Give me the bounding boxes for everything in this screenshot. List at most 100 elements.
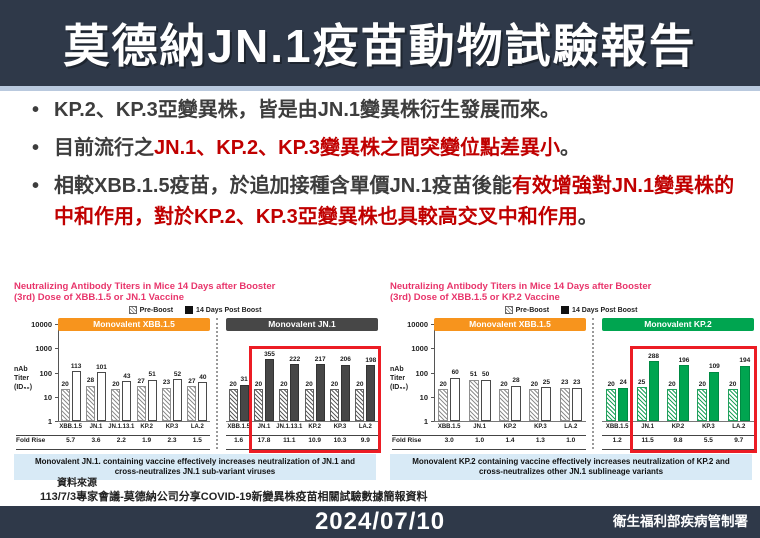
y-axis-label: Titer bbox=[390, 375, 406, 382]
bullet-text-segment: 有效增強對JN.1變異株的中和作用，對於KP.2、KP.3亞變異株也具較高交叉中… bbox=[54, 175, 735, 228]
legend: Pre-Boost 14 Days Post Boost bbox=[12, 306, 378, 314]
y-axis-label: (ID₅₀) bbox=[390, 384, 409, 391]
bar-post-boost bbox=[709, 371, 720, 421]
fold-row-bottom-line bbox=[16, 449, 210, 450]
fold-rise-value: 1.4 bbox=[505, 437, 515, 444]
bar-value-post: 217 bbox=[314, 355, 326, 363]
x-category-label: XBB.1.5 bbox=[59, 424, 82, 430]
x-category-label: KP.2 bbox=[671, 424, 685, 430]
x-category-label: JN.1.13.1 bbox=[108, 424, 135, 430]
bar-value-post: 24 bbox=[619, 379, 627, 387]
fold-rise-value: 3.6 bbox=[91, 437, 101, 444]
legend-label: 14 Days Post Boost bbox=[196, 306, 262, 314]
y-tick-label: 10 bbox=[419, 392, 428, 402]
y-tick-mark bbox=[431, 421, 434, 422]
bullet-marker: • bbox=[32, 175, 40, 197]
bar-value-pre: 20 bbox=[500, 380, 508, 388]
panel-divider bbox=[216, 318, 218, 449]
bar-value-post: 60 bbox=[451, 369, 459, 377]
bar-post-boost bbox=[648, 361, 659, 421]
bar-value-post: 109 bbox=[708, 363, 720, 371]
bar-post-boost bbox=[315, 364, 325, 421]
bar-pre-boost bbox=[60, 389, 70, 421]
legend-item: Pre-Boost bbox=[128, 306, 174, 314]
fold-rise-value: 1.3 bbox=[535, 437, 545, 444]
y-tick-mark bbox=[431, 396, 434, 398]
chart-title-line: Neutralizing Antibody Titers in Mice 14 … bbox=[14, 281, 276, 292]
fold-rise-value: 1.0 bbox=[566, 437, 576, 444]
bar-value-post: 25 bbox=[542, 378, 550, 386]
bar-value-post: 196 bbox=[678, 356, 690, 364]
bar-post-boost bbox=[173, 379, 182, 421]
bar-value-post: 51 bbox=[148, 371, 156, 379]
bar-value-pre: 20 bbox=[254, 380, 263, 388]
bar-pre-boost bbox=[355, 389, 365, 421]
bar-pre-boost bbox=[529, 389, 540, 421]
bar-value-post: 28 bbox=[512, 377, 520, 385]
bar-value-pre: 20 bbox=[668, 380, 676, 388]
panel-header-booster: Monovalent KP.2 bbox=[602, 318, 754, 331]
bar-value-pre: 27 bbox=[137, 377, 145, 385]
bar-post-boost bbox=[341, 364, 350, 421]
bar-post-boost bbox=[97, 372, 106, 421]
x-category-label: JN.1.13.1 bbox=[276, 424, 303, 430]
x-axis-baseline bbox=[602, 421, 754, 422]
x-category-label: XBB.1.5 bbox=[605, 424, 629, 430]
x-category-label: JN.1 bbox=[89, 424, 103, 430]
fold-rise-value: 1.6 bbox=[234, 437, 244, 444]
x-category-label: KP.2 bbox=[503, 424, 517, 430]
fold-rise-value: 1.9 bbox=[142, 437, 152, 444]
chart-caption: Monovalent JN.1. containing vaccine effe… bbox=[14, 454, 376, 480]
bar-pre-boost bbox=[499, 389, 509, 421]
legend-label: Pre-Boost bbox=[139, 306, 174, 314]
bar-value-pre: 23 bbox=[162, 379, 171, 387]
chart-jn1-vaccine: Neutralizing Antibody Titers in Mice 14 … bbox=[12, 281, 381, 481]
y-axis-line bbox=[58, 324, 59, 421]
bar-value-pre: 20 bbox=[305, 380, 313, 388]
x-category-label: JN.1 bbox=[641, 424, 654, 430]
x-category-label: KP.2 bbox=[308, 424, 321, 430]
chart-kp2-vaccine: Neutralizing Antibody Titers in Mice 14 … bbox=[388, 281, 757, 481]
legend: Pre-Boost 14 Days Post Boost bbox=[388, 306, 754, 314]
x-category-label: JN.1 bbox=[257, 424, 271, 430]
bar-pre-boost bbox=[330, 389, 339, 421]
bar-pre-boost bbox=[636, 387, 647, 421]
chart-caption: Monovalent KP.2 containing vaccine effec… bbox=[390, 454, 752, 480]
bar-post-boost bbox=[290, 364, 300, 421]
legend-item: 14 Days Post Boost bbox=[561, 306, 637, 314]
legend-item: 14 Days Post Boost bbox=[185, 306, 261, 314]
bar-pre-boost bbox=[279, 389, 289, 421]
bar-value-post: 31 bbox=[240, 376, 248, 384]
pre-boost-swatch-icon bbox=[504, 306, 513, 314]
fold-row-top-line bbox=[226, 435, 378, 436]
bar-pre-boost bbox=[111, 389, 121, 421]
bar-value-pre: 20 bbox=[530, 380, 538, 388]
x-category-label: KP.3 bbox=[702, 424, 715, 430]
bar-pre-boost bbox=[438, 389, 449, 421]
source-label: 資料來源 bbox=[57, 478, 97, 489]
fold-rise-value: 5.5 bbox=[703, 437, 713, 444]
x-category-label: LA.2 bbox=[732, 424, 746, 430]
bar-pre-boost bbox=[187, 386, 197, 421]
x-category-label: KP.2 bbox=[140, 424, 153, 430]
y-tick-mark bbox=[55, 348, 58, 350]
bar-post-boost bbox=[739, 365, 750, 421]
highlight-box bbox=[249, 346, 381, 453]
y-tick-mark bbox=[55, 396, 58, 398]
panel-divider bbox=[592, 318, 594, 449]
bar-value-post: 23 bbox=[573, 379, 581, 387]
bar-post-boost bbox=[480, 379, 491, 421]
header-divider bbox=[0, 86, 760, 91]
source-block: 資料來源 113/7/3專家會議-莫德納公司分享COVID-19新變異株疫苗相關… bbox=[40, 478, 428, 504]
bar-value-pre: 20 bbox=[698, 380, 706, 388]
fold-rise-value: 2.2 bbox=[116, 437, 126, 444]
fold-rise-value: 11.1 bbox=[283, 437, 296, 444]
fold-rise-value: 2.3 bbox=[167, 437, 177, 444]
y-tick-label: 10000 bbox=[31, 320, 52, 329]
x-category-label: JN.1 bbox=[473, 424, 486, 430]
x-category-label: KP.3 bbox=[333, 424, 347, 430]
chart-title-line: (3rd) Dose of XBB.1.5 or JN.1 Vaccine bbox=[14, 292, 185, 303]
bar-post-boost bbox=[122, 381, 132, 421]
fold-rise-value: 17.8 bbox=[257, 437, 271, 444]
